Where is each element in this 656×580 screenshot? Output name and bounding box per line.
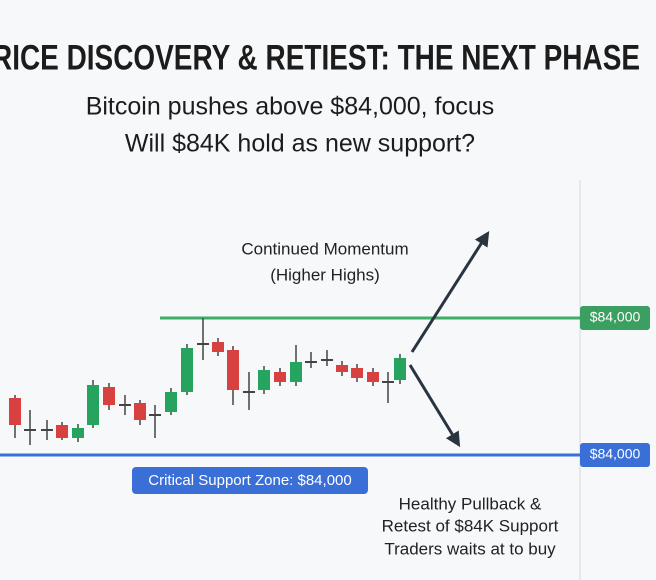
annotation: (Higher Highs)	[270, 265, 380, 284]
candle-body	[394, 358, 406, 380]
candle-body	[382, 381, 394, 383]
subtitle: Will $84K hold as new support?	[125, 130, 475, 158]
candle-body	[274, 372, 286, 382]
candle-body	[9, 398, 21, 425]
candle-body	[72, 428, 84, 438]
annotation: Continued Momentum	[241, 239, 408, 258]
annotation: Healthy Pullback &	[399, 494, 542, 513]
support-label: $84,000	[590, 446, 641, 462]
candle-body	[290, 362, 302, 382]
candle-body	[305, 361, 317, 363]
candle-body	[258, 370, 270, 390]
down-arrow	[408, 364, 461, 448]
candle-body	[243, 391, 255, 393]
candles	[9, 318, 406, 445]
support-label-box	[580, 443, 650, 467]
candle-body	[336, 365, 348, 372]
candle-body	[165, 392, 177, 412]
annotation: Retest of $84K Support	[382, 516, 559, 535]
candle-body	[87, 385, 99, 425]
candle-body	[181, 348, 193, 392]
candle-body	[134, 403, 146, 420]
support-zone-label: Critical Support Zone: $84,000	[148, 472, 351, 489]
resistance-label-box	[580, 306, 650, 330]
candle-body	[119, 404, 131, 406]
candle-body	[212, 342, 224, 352]
support-zone-box	[132, 467, 368, 494]
candle-body	[56, 425, 68, 438]
candle-body	[103, 387, 115, 405]
candle-body	[149, 414, 161, 416]
up-arrow	[410, 230, 490, 353]
resistance-label: $84,000	[590, 309, 641, 325]
title: RICE DISCOVERY & RETIEST: THE NEXT PHASE	[0, 38, 640, 77]
candle-body	[24, 429, 36, 431]
candle-body	[321, 359, 333, 361]
candle-body	[367, 372, 379, 382]
annotation: Traders waits at to buy	[384, 539, 556, 558]
subtitle: Bitcoin pushes above $84,000, focus	[86, 93, 495, 121]
candle-body	[41, 429, 53, 431]
candle-body	[227, 350, 239, 390]
candle-body	[351, 368, 363, 378]
candle-body	[197, 343, 209, 345]
